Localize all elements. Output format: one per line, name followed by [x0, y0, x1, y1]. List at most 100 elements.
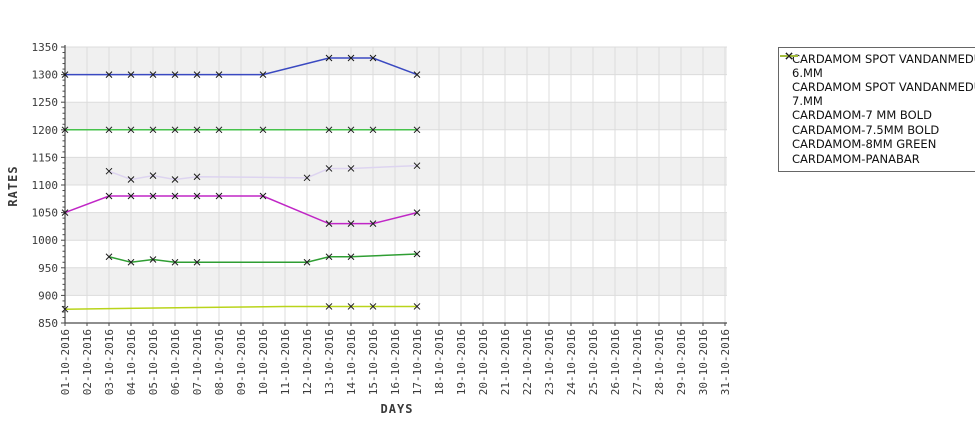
- x-tick-label: 18-10-2016: [433, 329, 446, 395]
- x-marker: [325, 165, 333, 172]
- y-tick-label: 1050: [32, 207, 59, 220]
- x-marker: [171, 192, 179, 200]
- x-marker: [127, 126, 135, 134]
- x-tick-label: 08-10-2016: [213, 329, 226, 395]
- x-tick-label: 13-10-2016: [323, 329, 336, 395]
- y-tick-label: 850: [38, 317, 58, 330]
- series-line: [65, 57, 418, 76]
- x-marker: [127, 258, 135, 266]
- x-tick-label: 24-10-2016: [565, 329, 578, 395]
- x-tick-label: 25-10-2016: [587, 329, 600, 395]
- x-marker: [193, 258, 201, 266]
- x-marker: [325, 126, 333, 134]
- x-tick-label: 09-10-2016: [235, 329, 248, 395]
- x-tick-label: 27-10-2016: [631, 329, 644, 395]
- x-marker: [105, 253, 113, 261]
- x-marker: [127, 176, 135, 183]
- x-tick-label: 30-10-2016: [697, 329, 710, 395]
- legend-item: CARDAMOM-7 MM BOLD: [780, 52, 975, 123]
- legend: CARDAMOM SPOT VANDANMEDU 6.MM CARDAMOM SPO…: [778, 47, 975, 172]
- x-tick-label: 28-10-2016: [653, 329, 666, 395]
- x-tick-label: 05-10-2016: [147, 329, 160, 395]
- x-marker: [413, 303, 421, 310]
- legend-label: CARDAMOM-7 MM BOLD: [792, 108, 932, 122]
- x-marker: [149, 192, 157, 200]
- x-tick-label: 31-10-2016: [719, 329, 732, 395]
- x-tick-label: 22-10-2016: [521, 329, 534, 395]
- x-marker: [61, 71, 69, 78]
- x-marker: [347, 165, 355, 172]
- x-marker: [149, 126, 157, 134]
- x-marker: [325, 303, 333, 310]
- y-tick-label: 1100: [32, 179, 59, 192]
- x-marker: [105, 167, 113, 175]
- x-marker: [215, 71, 223, 78]
- x-marker: [171, 126, 179, 134]
- x-tick-label: 15-10-2016: [367, 329, 380, 395]
- legend-item: CARDAMOM SPOT VANDANMEDU 6.MM: [780, 52, 975, 80]
- x-marker: [325, 54, 333, 62]
- x-marker: [347, 54, 355, 62]
- legend-item: CARDAMOM SPOT VANDANMEDU 7.MM: [780, 52, 975, 108]
- x-marker: [127, 71, 135, 78]
- x-marker: [193, 71, 201, 78]
- x-marker: [325, 220, 333, 227]
- x-marker: [413, 162, 421, 170]
- x-marker: [413, 209, 421, 216]
- x-marker: [105, 71, 113, 78]
- legend-item: CARDAMOM-7.5MM BOLD: [780, 52, 975, 138]
- legend-series-marker-icon: [780, 52, 798, 60]
- x-tick-label: 29-10-2016: [675, 329, 688, 395]
- x-marker: [413, 250, 421, 258]
- x-marker: [303, 174, 311, 182]
- x-marker: [193, 173, 201, 181]
- x-marker: [215, 126, 223, 134]
- x-marker: [413, 126, 421, 134]
- x-tick-label: 10-10-2016: [257, 329, 270, 395]
- x-marker: [105, 126, 113, 134]
- x-tick-label: 16-10-2016: [389, 329, 402, 395]
- x-marker: [171, 176, 179, 183]
- x-marker: [369, 220, 377, 227]
- legend-label: CARDAMOM-8MM GREEN: [792, 137, 937, 151]
- y-tick-label: 1200: [32, 124, 59, 137]
- x-tick-label: 04-10-2016: [125, 329, 138, 395]
- y-tick-label: 1300: [32, 69, 59, 82]
- y-axis-title: RATES: [6, 165, 20, 207]
- series-line: [64, 305, 417, 310]
- x-axis-title: DAYS: [380, 402, 414, 416]
- plot-band: [65, 212, 727, 241]
- x-marker: [413, 71, 421, 78]
- x-tick-label: 11-10-2016: [279, 329, 292, 395]
- x-tick-label: 14-10-2016: [345, 329, 358, 395]
- plot-band: [65, 157, 727, 185]
- x-marker: [127, 192, 135, 200]
- y-tick-label: 1000: [32, 234, 59, 247]
- y-tick-label: 950: [38, 262, 58, 275]
- legend-label: CARDAMOM SPOT VANDANMEDU 6.MM: [792, 52, 975, 80]
- x-tick-label: 07-10-2016: [191, 329, 204, 395]
- plot-band: [65, 267, 727, 296]
- x-marker: [259, 192, 267, 200]
- x-tick-label: 01-10-2016: [59, 329, 72, 395]
- x-tick-label: 03-10-2016: [103, 329, 116, 395]
- x-marker: [149, 256, 157, 263]
- x-marker: [325, 253, 333, 261]
- x-marker: [193, 126, 201, 134]
- y-tick-label: 1350: [32, 41, 59, 54]
- legend-label: CARDAMOM-PANABAR: [792, 151, 920, 166]
- x-marker: [149, 172, 157, 179]
- x-marker: [61, 209, 69, 216]
- x-marker: [215, 192, 223, 200]
- x-tick-label: 12-10-2016: [301, 329, 314, 395]
- series-line: [64, 195, 418, 225]
- legend-label: CARDAMOM SPOT VANDANMEDU 7.MM: [792, 80, 975, 108]
- x-marker: [171, 71, 179, 78]
- x-marker: [171, 258, 179, 266]
- y-tick-label: 1250: [32, 96, 59, 109]
- x-marker: [149, 71, 157, 78]
- x-marker: [303, 258, 311, 266]
- x-tick-label: 02-10-2016: [81, 329, 94, 395]
- x-marker: [193, 192, 201, 200]
